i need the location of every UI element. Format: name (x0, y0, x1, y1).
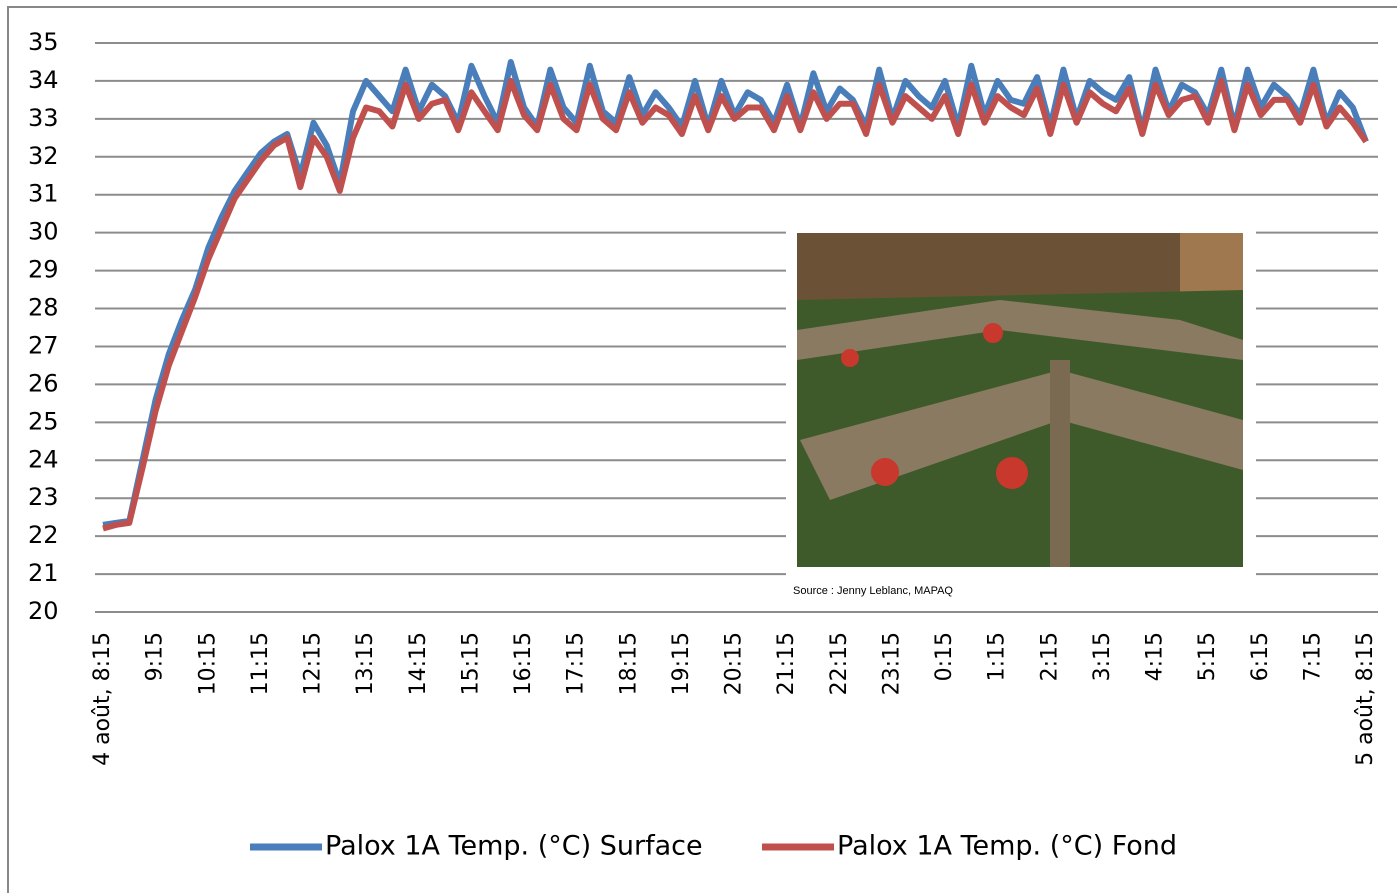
x-tick-label: 2:15 (1037, 632, 1062, 681)
x-tick-label: 21:15 (774, 632, 799, 695)
x-tick-label: 22:15 (827, 632, 852, 695)
x-tick-label: 17:15 (564, 632, 589, 695)
x-tick-label: 5:15 (1195, 632, 1220, 681)
x-tick-label: 4 août, 8:15 (90, 632, 115, 766)
y-tick-label: 25 (28, 407, 59, 435)
y-tick-label: 33 (28, 104, 59, 132)
chart: 20 21 22 23 24 25 26 27 28 29 30 31 32 33 34 35 Source … (0, 0, 1397, 893)
y-tick-label: 21 (28, 559, 59, 587)
photo-bag (996, 457, 1028, 489)
y-tick-label: 28 (28, 294, 59, 322)
x-tick-label: 11:15 (248, 632, 273, 695)
y-tick-label: 30 (28, 218, 59, 246)
x-tick-label: 6:15 (1248, 632, 1273, 681)
x-tick-label: 20:15 (722, 632, 747, 695)
x-tick-label: 12:15 (301, 632, 326, 695)
y-tick-label: 20 (28, 597, 59, 625)
y-tick-label: 34 (28, 66, 59, 94)
y-tick-label: 32 (28, 142, 59, 170)
photo-source: Source : Jenny Leblanc, MAPAQ (793, 585, 953, 597)
x-tick-label: 7:15 (1300, 632, 1325, 681)
photo-bag (871, 458, 899, 486)
x-tick-label: 0:15 (932, 632, 957, 681)
y-tick-label: 23 (28, 483, 59, 511)
y-tick-label: 29 (28, 256, 59, 284)
y-tick-label: 27 (28, 331, 59, 359)
x-tick-label: 9:15 (143, 632, 168, 681)
y-tick-label: 35 (28, 28, 59, 56)
x-tick-label: 1:15 (985, 632, 1010, 681)
photo-bag (983, 323, 1003, 343)
x-tick-label: 16:15 (511, 632, 536, 695)
photo-bag (841, 349, 859, 367)
x-tick-label: 15:15 (458, 632, 483, 695)
x-tick-label: 14:15 (406, 632, 431, 695)
legend-label: Palox 1A Temp. (°C) Surface (325, 831, 703, 862)
x-tick-label: 23:15 (879, 632, 904, 695)
y-tick-label: 22 (28, 521, 59, 549)
x-tick-label: 4:15 (1143, 632, 1168, 681)
x-tick-label: 3:15 (1090, 632, 1115, 681)
x-tick-label: 13:15 (353, 632, 378, 695)
photo: Source : Jenny Leblanc, MAPAQ (786, 225, 1256, 605)
y-tick-label: 26 (28, 369, 59, 397)
x-tick-label: 10:15 (195, 632, 220, 695)
legend-label: Palox 1A Temp. (°C) Fond (837, 831, 1177, 862)
y-tick-label: 31 (28, 180, 59, 208)
x-tick-label: 19:15 (669, 632, 694, 695)
x-tick-label: 18:15 (616, 632, 641, 695)
photo-crate-post (1050, 360, 1070, 567)
x-tick-label: 5 août, 8:15 (1353, 632, 1378, 766)
y-tick-label: 24 (28, 445, 59, 473)
